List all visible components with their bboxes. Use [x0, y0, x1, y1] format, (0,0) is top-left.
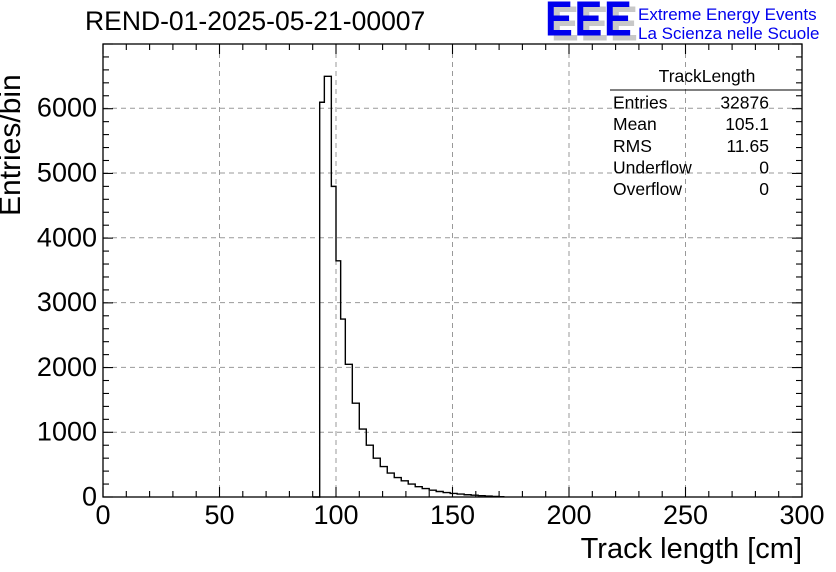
svg-text:Underflow: Underflow — [613, 157, 692, 177]
svg-text:Overflow: Overflow — [613, 179, 682, 199]
svg-text:REND-01-2025-05-21-00007: REND-01-2025-05-21-00007 — [85, 6, 425, 36]
svg-text:RMS: RMS — [613, 136, 652, 156]
svg-text:300: 300 — [779, 500, 824, 530]
svg-text:0: 0 — [759, 157, 769, 177]
svg-text:TrackLength: TrackLength — [659, 66, 756, 86]
svg-text:6000: 6000 — [37, 93, 97, 123]
svg-text:100: 100 — [313, 500, 358, 530]
svg-text:250: 250 — [663, 500, 708, 530]
svg-text:Mean: Mean — [613, 114, 657, 134]
svg-text:1000: 1000 — [37, 417, 97, 447]
svg-text:0: 0 — [759, 179, 769, 199]
svg-text:La Scienza nelle Scuole: La Scienza nelle Scuole — [638, 24, 819, 43]
svg-text:EEE: EEE — [545, 0, 633, 46]
svg-text:Track length [cm]: Track length [cm] — [581, 533, 802, 565]
svg-text:Extreme Energy Events: Extreme Energy Events — [638, 5, 817, 24]
svg-text:150: 150 — [430, 500, 475, 530]
svg-text:4000: 4000 — [37, 222, 97, 252]
svg-text:32876: 32876 — [720, 93, 769, 113]
svg-text:3000: 3000 — [37, 287, 97, 317]
svg-text:2000: 2000 — [37, 352, 97, 382]
svg-text:0: 0 — [95, 500, 110, 530]
svg-text:Entries/bin: Entries/bin — [0, 74, 27, 216]
svg-text:200: 200 — [546, 500, 591, 530]
svg-text:50: 50 — [204, 500, 234, 530]
svg-text:11.65: 11.65 — [727, 136, 770, 156]
svg-text:105.1: 105.1 — [725, 114, 769, 134]
svg-text:5000: 5000 — [37, 158, 97, 188]
svg-text:Entries: Entries — [613, 93, 668, 113]
